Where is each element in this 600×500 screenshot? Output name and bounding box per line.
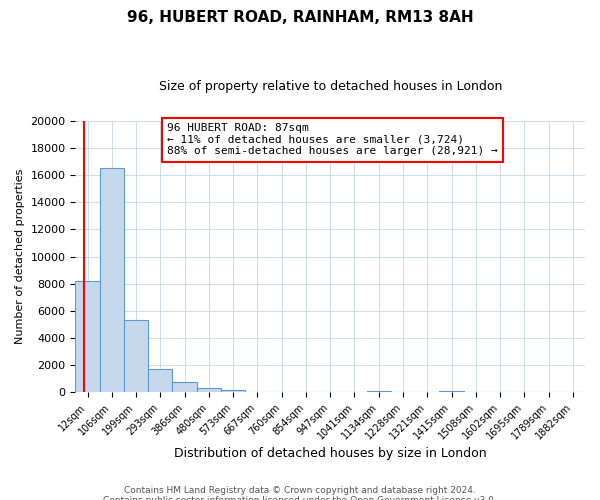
X-axis label: Distribution of detached houses by size in London: Distribution of detached houses by size … [174, 447, 487, 460]
Text: 96, HUBERT ROAD, RAINHAM, RM13 8AH: 96, HUBERT ROAD, RAINHAM, RM13 8AH [127, 10, 473, 25]
Title: Size of property relative to detached houses in London: Size of property relative to detached ho… [158, 80, 502, 93]
Bar [124, 320, 148, 392]
Text: 96 HUBERT ROAD: 87sqm
← 11% of detached houses are smaller (3,724)
88% of semi-d: 96 HUBERT ROAD: 87sqm ← 11% of detached … [167, 124, 498, 156]
Bar [172, 382, 197, 392]
Bar [76, 281, 100, 392]
Bar [367, 391, 391, 392]
Bar [197, 388, 221, 392]
Text: Contains HM Land Registry data © Crown copyright and database right 2024.: Contains HM Land Registry data © Crown c… [124, 486, 476, 495]
Bar [100, 168, 124, 392]
Text: Contains public sector information licensed under the Open Government Licence v3: Contains public sector information licen… [103, 496, 497, 500]
Bar [148, 368, 172, 392]
Bar [439, 391, 464, 392]
Bar [221, 390, 245, 392]
Y-axis label: Number of detached properties: Number of detached properties [15, 169, 25, 344]
